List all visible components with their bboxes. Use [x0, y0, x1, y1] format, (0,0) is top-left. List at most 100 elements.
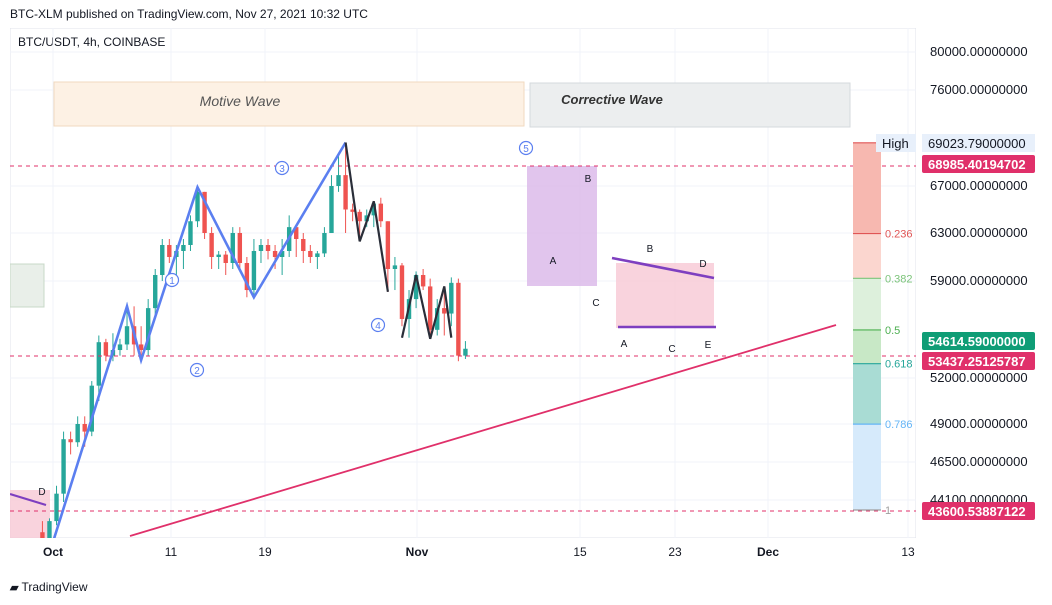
wave-circle — [189, 362, 205, 378]
triangle-wave-path — [400, 274, 453, 340]
candle-body — [357, 211, 362, 222]
candle-body — [167, 245, 172, 257]
candle-body — [427, 286, 433, 330]
candle — [103, 338, 109, 362]
candle-body — [442, 308, 447, 314]
left-d-label: D — [38, 487, 45, 498]
candle — [251, 239, 257, 300]
candle-body — [378, 203, 384, 222]
candle — [61, 431, 66, 502]
candle-body — [350, 209, 355, 212]
candle — [279, 239, 285, 275]
candle-body — [399, 265, 405, 319]
wave-1-marker: 1 — [164, 272, 180, 288]
candle — [75, 416, 80, 447]
candle-body — [138, 344, 144, 351]
highlight-zones — [10, 81, 851, 538]
candle-body — [96, 342, 102, 386]
candle-body — [251, 251, 257, 291]
candle — [336, 153, 341, 192]
corrective-wave-box — [529, 82, 851, 128]
price-tick: 63000.00000000 — [930, 225, 1028, 240]
candle — [322, 227, 327, 257]
footer-brand: TradingView — [21, 580, 88, 594]
candle-body — [413, 275, 419, 300]
left-triangle-line — [10, 492, 47, 507]
abc-label-C: C — [592, 298, 599, 309]
time-tick: Dec — [757, 545, 779, 559]
candle — [435, 299, 440, 336]
time-tick: Oct — [43, 545, 63, 559]
symbol-info[interactable]: BTC/USDT, 4h, COINBASE — [18, 35, 166, 49]
candle — [420, 269, 426, 291]
candle — [378, 197, 384, 228]
candle-body — [188, 221, 193, 245]
wave-number: 4 — [375, 321, 381, 332]
candle — [145, 299, 151, 356]
candle-body — [124, 326, 130, 345]
candle — [117, 338, 123, 356]
candle-body — [181, 245, 186, 251]
triangle-zone-box — [616, 263, 714, 328]
price-tick: 52000.00000000 — [930, 370, 1028, 385]
time-tick: 23 — [668, 545, 682, 559]
high-label: High 69023.79000000 — [876, 134, 1035, 152]
candle — [308, 245, 313, 263]
candle-body — [68, 439, 73, 443]
candle-body — [153, 275, 158, 309]
candle-body — [343, 175, 348, 210]
candle-body — [244, 263, 250, 291]
fib-level-label: 1 — [885, 505, 891, 517]
level-bottom-label: 43600.53887122 — [922, 502, 1035, 520]
candle-body — [301, 239, 306, 251]
candle-body — [322, 233, 327, 254]
time-axis[interactable]: Oct 11 19 Nov 15 23 Dec 13 — [43, 545, 915, 559]
price-axis[interactable]: 80000.00000000 76000.00000000 67000.000000… — [930, 44, 1028, 507]
footer: ▰ TradingView — [10, 580, 88, 594]
price-labels: High 69023.79000000 68985.40194702 54614.59… — [876, 134, 1035, 520]
candle-body — [456, 282, 461, 356]
candle — [54, 485, 59, 526]
candle-body — [216, 254, 221, 257]
candle — [167, 239, 172, 263]
candle — [399, 263, 405, 327]
candlestick-series — [40, 142, 468, 538]
candle-body — [385, 221, 391, 269]
current-price-label: 54614.59000000 — [922, 332, 1035, 350]
abc-correction-path — [344, 142, 389, 292]
support-trendline — [129, 324, 837, 537]
current-price-label-bg — [922, 332, 1035, 350]
fib-level-label: 0.5 — [885, 325, 900, 337]
drawings: Motive Wave Corrective Wave 1 2 3 4 5 A B C A B C D E D — [10, 92, 916, 538]
candle — [258, 239, 264, 263]
candle — [449, 277, 454, 327]
candle-body — [230, 233, 235, 263]
fib-band — [853, 142, 881, 234]
candle-body — [265, 245, 271, 251]
level-mid-label-text: 53437.25125787 — [928, 354, 1026, 369]
candle — [343, 142, 348, 233]
candle — [301, 233, 306, 263]
high-value-text: 69023.79000000 — [928, 136, 1026, 151]
wave-circle — [274, 160, 290, 176]
time-tick: 11 — [165, 545, 178, 559]
candle-body — [463, 348, 468, 356]
candle-body — [103, 342, 109, 356]
candle — [195, 186, 200, 228]
fib-band — [853, 363, 881, 425]
candle-body — [75, 424, 80, 443]
wave-number: 2 — [194, 366, 200, 377]
high-label-text: High — [882, 136, 909, 151]
wave-2-marker: 2 — [189, 362, 205, 378]
candle — [463, 341, 468, 359]
candle-body — [371, 203, 376, 216]
candle-body — [315, 253, 320, 257]
candle — [244, 257, 250, 298]
fib-level-label: 0.786 — [885, 419, 913, 431]
candle — [315, 251, 320, 269]
level-bottom-label-text: 43600.53887122 — [928, 504, 1026, 519]
candle-body — [272, 251, 278, 257]
wave-5-marker: 5 — [518, 140, 534, 156]
